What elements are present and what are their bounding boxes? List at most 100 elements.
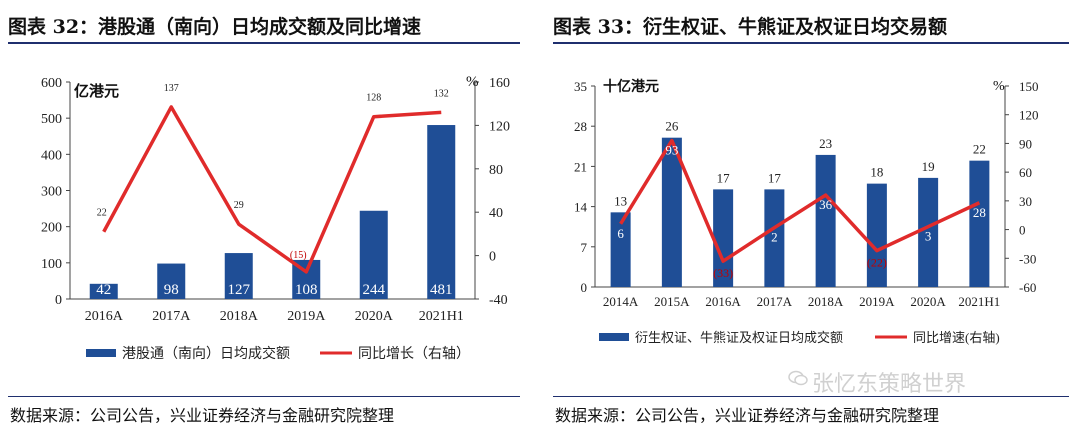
bar-2021H1 [969,160,990,287]
line-value-label: 128 [366,93,381,104]
bar-2021H1 [427,125,456,299]
line-value-label: (22) [867,256,887,270]
right-tick-label: 0 [489,250,496,265]
chart-32-title: 图表 32：港股通（南向）日均成交额及同比增速 [8,16,422,38]
bar-value-label: 244 [363,282,386,298]
legend-bar-label: 衍生权证、牛熊证及权证日均成交额 [635,330,843,345]
chart-33-title: 图表 33：衍生权证、牛熊证及权证日均交易额 [553,16,948,38]
right-tick-label: -40 [489,293,508,308]
category-label: 2017A [757,294,793,309]
growth-line [102,105,442,274]
category-label: 2021H1 [958,294,1000,309]
left-tick-label: 21 [574,159,587,174]
bar-2018A [224,253,253,299]
right-tick-label: 30 [1019,194,1032,209]
chart-32-source: 数据来源：公司公告，兴业证券经济与金融研究院整理 [10,406,395,425]
left-tick-label: 0 [55,293,62,308]
line-value-label: 3 [925,229,932,244]
left-tick-label: 600 [41,76,62,91]
bar-value-label: 19 [922,159,935,174]
chart-32-bottom-rule [8,396,520,397]
category-label: 2015A [654,294,690,309]
left-tick-label: 200 [41,221,62,236]
right-tick-label: 120 [489,119,510,134]
watermark-text: 张忆东策略世界 [812,372,967,397]
bar-2016A [89,283,118,299]
line-value-label: 2 [771,230,778,245]
bar-2018A [815,154,836,287]
bar-value-label: 17 [717,170,731,185]
line-value-label: (15) [290,250,307,261]
right-tick-label: 150 [1019,79,1039,94]
line-value-label: 137 [164,83,179,94]
bar-value-label: 26 [665,119,679,134]
legend-bar-swatch [86,349,116,357]
category-label: 2016A [705,294,741,309]
right-axis-unit: % [466,74,479,90]
bar-value-label: 17 [768,170,782,185]
category-label: 2019A [287,309,326,324]
category-label: 2018A [220,309,259,324]
legend-bar-label: 港股通（南向）日均成交额 [122,345,290,362]
bar-value-label: 23 [819,136,832,151]
left-tick-label: 14 [574,200,588,215]
legend-line-label: 同比增长（右轴） [358,346,470,362]
line-value-label: 22 [97,208,107,219]
left-axis-unit: 亿港元 [74,82,119,100]
bar-value-label: 98 [164,282,179,298]
left-tick-label: 7 [581,240,588,255]
bar-value-label: 18 [870,165,883,180]
left-tick-label: 300 [41,185,62,200]
chart-33-source: 数据来源：公司公告，兴业证券经济与金融研究院整理 [555,406,940,425]
chart-33-title-rule [553,42,1069,44]
right-tick-label: 80 [489,163,503,178]
bar-2020A [918,177,939,287]
bar-2019A [866,183,887,287]
bar-value-label: 22 [973,142,986,157]
category-label: 2018A [808,294,844,309]
bar-2015A [661,137,682,287]
left-axis-unit: 十亿港元 [603,78,659,95]
right-tick-label: 160 [489,76,510,91]
chart-32-title-rule [8,42,520,44]
right-tick-label: 40 [489,206,503,221]
category-label: 2019A [859,294,895,309]
bar-2014A [610,212,631,287]
left-tick-label: 28 [574,119,587,134]
right-tick-label: 60 [1019,165,1032,180]
category-label: 2020A [910,294,946,309]
bar-value-label: 127 [228,282,251,298]
bar-value-label: 481 [430,282,453,298]
chart-33-bottom-rule [553,396,1069,397]
legend-bar-swatch [599,333,629,341]
line-value-label: 132 [434,88,449,99]
legend-line-label: 同比增速(右轴) [913,330,1000,345]
left-tick-label: 400 [41,148,62,163]
right-axis-unit: % [993,79,1005,94]
category-label: 2020A [355,309,394,324]
category-label: 2016A [85,309,124,324]
line-value-label: 93 [665,143,678,158]
left-tick-label: 500 [41,112,62,127]
right-tick-label: -60 [1019,280,1036,295]
line-value-label: 36 [819,197,833,212]
category-label: 2017A [152,309,191,324]
bar-value-label: 108 [295,282,318,298]
left-tick-label: 35 [574,79,587,94]
line-value-label: 28 [973,205,986,220]
bar-2020A [359,210,388,299]
category-label: 2021H1 [419,309,464,324]
left-tick-label: 0 [581,280,588,295]
right-tick-label: 120 [1019,108,1039,123]
bar-2017A [157,263,186,299]
right-tick-label: 0 [1019,223,1026,238]
line-value-label: 29 [234,200,244,211]
growth-line [619,138,981,263]
line-value-label: 6 [617,226,624,241]
bar-value-label: 42 [96,282,111,298]
category-label: 2014A [603,294,639,309]
right-tick-label: 90 [1019,136,1032,151]
line-value-label: (33) [713,266,733,280]
right-tick-label: -30 [1019,251,1036,266]
bar-2016A [713,189,734,287]
